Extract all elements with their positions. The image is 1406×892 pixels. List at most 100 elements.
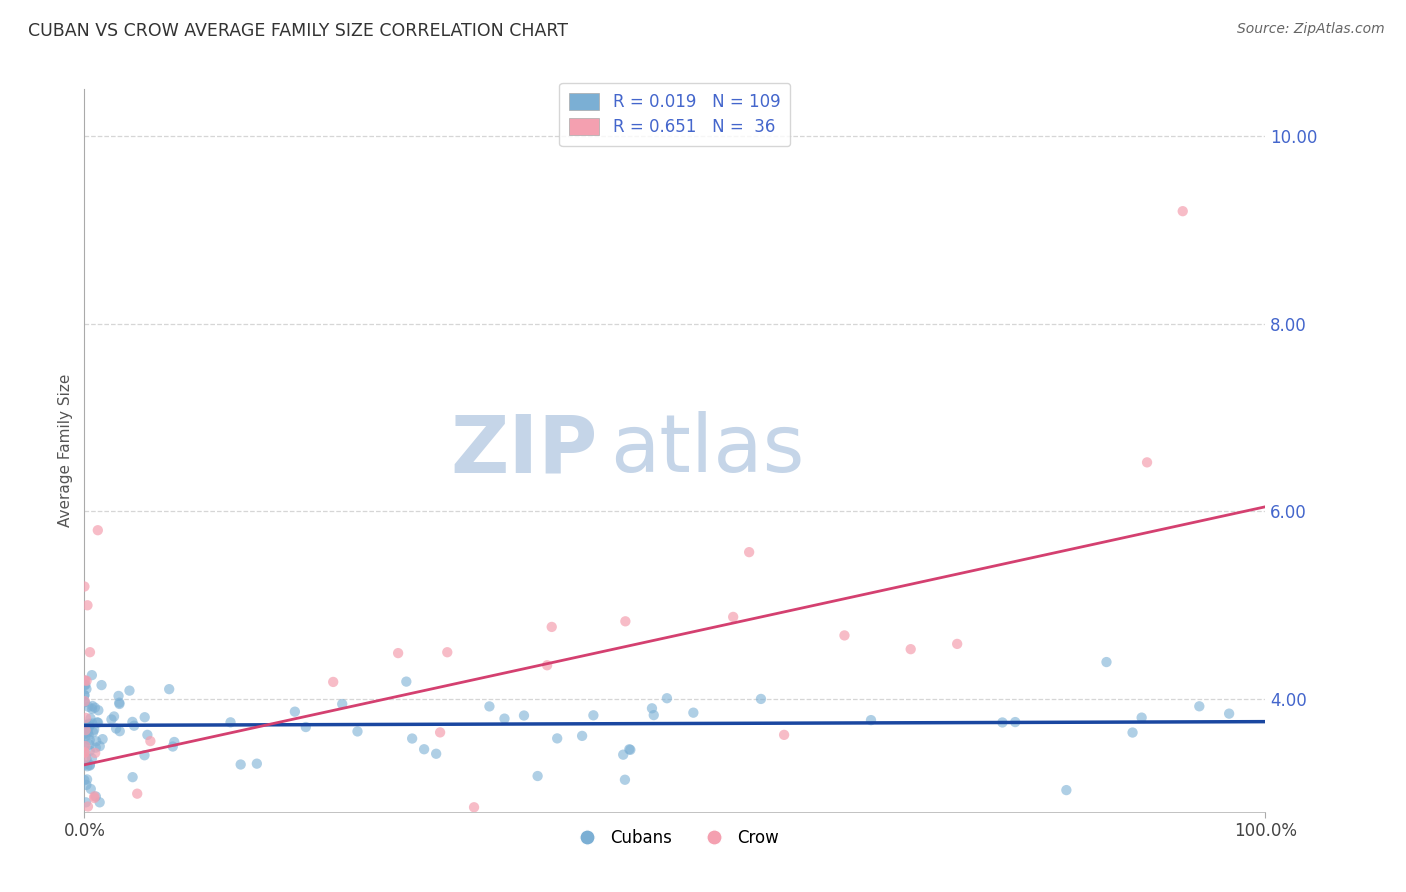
Point xyxy=(463,800,485,814)
Point xyxy=(79,733,101,747)
Point xyxy=(163,735,186,749)
Point xyxy=(401,731,423,746)
Point xyxy=(619,742,641,756)
Point xyxy=(73,695,96,709)
Point xyxy=(103,709,125,723)
Point xyxy=(80,751,103,765)
Point xyxy=(643,708,665,723)
Text: Source: ZipAtlas.com: Source: ZipAtlas.com xyxy=(1237,22,1385,37)
Point xyxy=(134,710,156,724)
Point xyxy=(127,787,149,801)
Point xyxy=(73,673,96,688)
Point xyxy=(834,628,856,642)
Point xyxy=(83,791,105,805)
Point xyxy=(87,523,110,537)
Point xyxy=(139,734,162,748)
Point xyxy=(1122,725,1144,739)
Point xyxy=(73,717,96,731)
Point xyxy=(77,728,100,742)
Point xyxy=(749,692,772,706)
Point xyxy=(76,772,98,787)
Point xyxy=(73,678,96,692)
Point xyxy=(82,702,104,716)
Point xyxy=(84,734,107,748)
Point xyxy=(773,728,796,742)
Point xyxy=(540,620,562,634)
Point xyxy=(73,773,96,788)
Point xyxy=(75,795,97,809)
Point xyxy=(79,719,101,733)
Point xyxy=(1130,710,1153,724)
Point xyxy=(655,691,678,706)
Point xyxy=(721,610,744,624)
Point xyxy=(108,697,131,711)
Point xyxy=(79,758,101,772)
Point xyxy=(136,728,159,742)
Point xyxy=(91,732,114,747)
Point xyxy=(76,599,98,613)
Point xyxy=(77,719,100,733)
Point xyxy=(75,678,97,692)
Point xyxy=(738,545,761,559)
Point xyxy=(84,740,107,755)
Point xyxy=(582,708,605,723)
Point xyxy=(1171,204,1194,219)
Point xyxy=(295,720,318,734)
Point xyxy=(83,789,105,804)
Point xyxy=(79,711,101,725)
Point xyxy=(612,747,634,762)
Point xyxy=(121,714,143,729)
Point xyxy=(330,697,353,711)
Point xyxy=(436,645,458,659)
Point xyxy=(387,646,409,660)
Point xyxy=(79,744,101,758)
Point xyxy=(75,681,97,696)
Point xyxy=(219,715,242,730)
Point xyxy=(73,695,96,709)
Point xyxy=(157,682,180,697)
Point xyxy=(82,725,104,739)
Point xyxy=(73,673,96,688)
Point xyxy=(76,759,98,773)
Point xyxy=(614,615,637,629)
Point xyxy=(73,718,96,732)
Point xyxy=(284,705,307,719)
Point xyxy=(73,580,96,594)
Point xyxy=(73,726,96,740)
Point xyxy=(641,701,664,715)
Point xyxy=(991,715,1014,730)
Point xyxy=(1188,699,1211,714)
Point xyxy=(413,742,436,756)
Point xyxy=(79,645,101,659)
Legend: Cubans, Crow: Cubans, Crow xyxy=(564,822,786,854)
Point xyxy=(536,658,558,673)
Point xyxy=(77,716,100,731)
Point xyxy=(118,683,141,698)
Point xyxy=(76,673,98,688)
Point xyxy=(682,706,704,720)
Point xyxy=(108,724,131,739)
Point xyxy=(478,699,501,714)
Point xyxy=(162,739,184,754)
Point xyxy=(322,675,344,690)
Point xyxy=(73,689,96,703)
Point xyxy=(1136,455,1159,469)
Point xyxy=(87,715,110,730)
Point xyxy=(105,722,128,736)
Point xyxy=(494,712,516,726)
Point xyxy=(83,700,105,714)
Point xyxy=(75,739,97,753)
Point xyxy=(946,637,969,651)
Point xyxy=(84,789,107,804)
Point xyxy=(1054,783,1077,797)
Point xyxy=(425,747,447,761)
Point xyxy=(73,724,96,739)
Point xyxy=(73,723,96,737)
Point xyxy=(83,723,105,737)
Y-axis label: Average Family Size: Average Family Size xyxy=(58,374,73,527)
Point xyxy=(122,719,145,733)
Point xyxy=(80,668,103,682)
Point xyxy=(100,713,122,727)
Point xyxy=(87,703,110,717)
Point xyxy=(107,689,129,703)
